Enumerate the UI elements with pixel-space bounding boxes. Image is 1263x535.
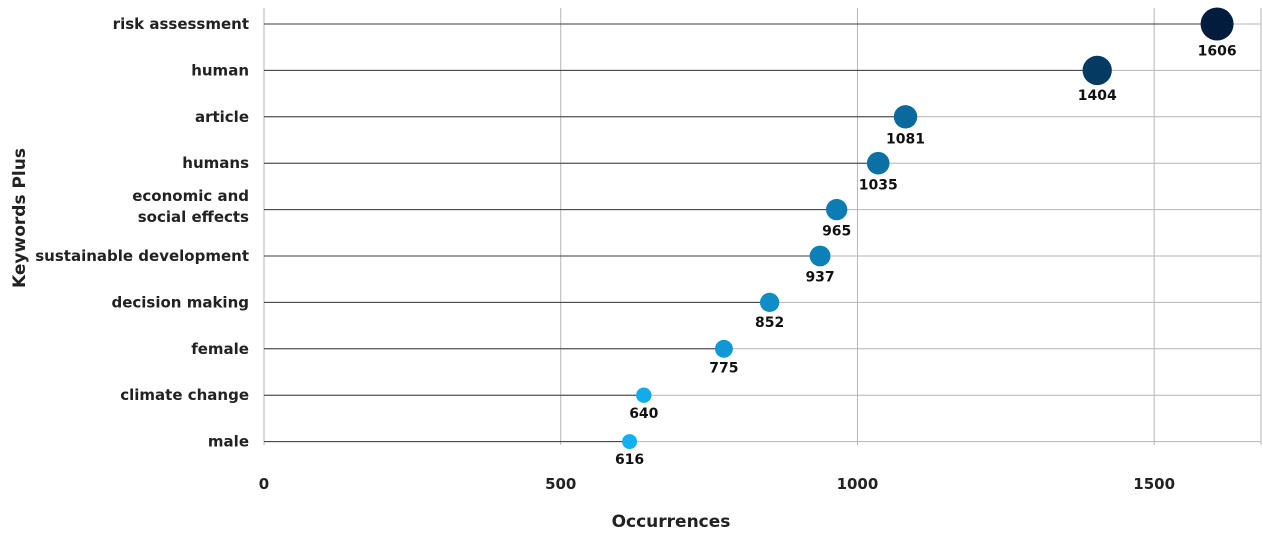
dots xyxy=(622,7,1234,450)
x-tick-label: 0 xyxy=(259,475,269,493)
data-point xyxy=(714,339,733,358)
data-point xyxy=(826,198,848,221)
data-label: 1081 xyxy=(886,132,925,148)
data-point xyxy=(809,245,831,267)
category-label: male xyxy=(208,433,249,451)
category-label: article xyxy=(195,108,249,126)
data-label: 640 xyxy=(629,406,658,422)
category-label: climate change xyxy=(120,386,249,404)
data-point xyxy=(866,151,890,175)
stems xyxy=(264,23,1218,443)
data-label: 937 xyxy=(805,269,834,285)
x-tick-label: 1500 xyxy=(1133,475,1175,493)
data-point xyxy=(893,105,918,129)
data-point xyxy=(1200,7,1234,41)
category-label: decision making xyxy=(111,293,249,311)
data-point xyxy=(759,292,780,313)
x-tick-labels: 0 500 1000 1500 xyxy=(259,475,1175,493)
data-point xyxy=(636,387,652,403)
category-label: economic and xyxy=(132,187,249,205)
value-labels: 1606 1404 1081 1035 965 937 852 775 640 616 xyxy=(615,44,1237,469)
y-axis-title: Keywords Plus xyxy=(10,148,30,288)
category-label: humans xyxy=(182,154,249,172)
category-label: social effects xyxy=(138,208,249,226)
data-label: 852 xyxy=(755,315,784,331)
x-tick-label: 500 xyxy=(545,475,576,493)
category-labels: risk assessment human article humans economi… xyxy=(35,15,249,451)
category-label: sustainable development xyxy=(35,247,249,265)
data-label: 1035 xyxy=(859,178,898,194)
x-tick-label: 1000 xyxy=(837,475,879,493)
category-label: female xyxy=(191,340,249,358)
category-label: human xyxy=(191,61,249,79)
data-label: 1404 xyxy=(1078,88,1117,104)
data-label: 616 xyxy=(615,452,644,468)
x-axis-title: Occurrences xyxy=(612,512,731,532)
category-label: risk assessment xyxy=(113,15,249,33)
data-label: 965 xyxy=(822,223,851,239)
data-label: 775 xyxy=(709,361,738,377)
data-point xyxy=(622,434,638,450)
data-point xyxy=(1082,55,1112,86)
data-label: 1606 xyxy=(1198,44,1237,60)
